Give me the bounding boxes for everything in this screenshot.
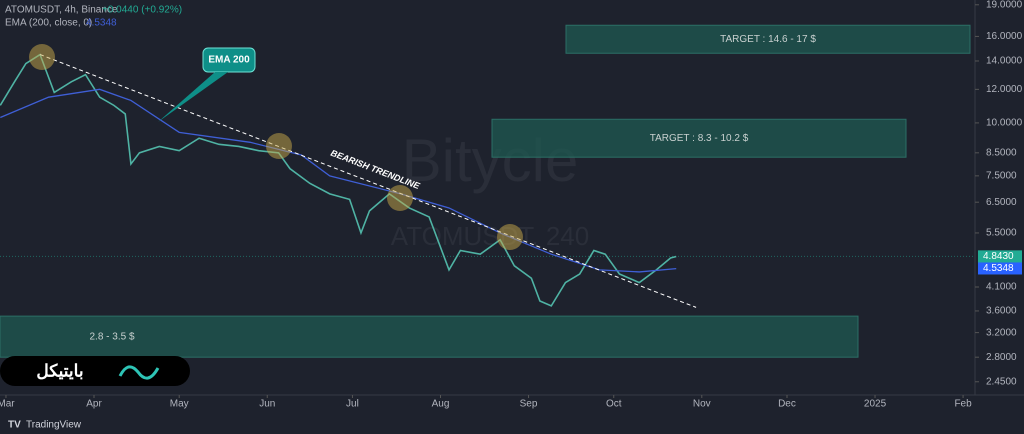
x-tick-label: Nov xyxy=(693,399,711,410)
touch-marker xyxy=(497,224,523,250)
brand: بایتیکل xyxy=(36,361,83,380)
touch-marker xyxy=(266,133,292,159)
x-tick-label: Dec xyxy=(778,399,796,410)
indicator-value: 4.5348 xyxy=(86,18,117,29)
watermark-symbol: ATOMUSDT, 240 xyxy=(391,221,589,251)
x-tick-label: 2025 xyxy=(864,399,887,410)
brand-logo xyxy=(118,365,160,380)
chart-title: ATOMUSDT, 4h, Binance xyxy=(5,5,118,16)
footer: TradingView xyxy=(26,420,82,431)
y-tick-label: 16.0000 xyxy=(986,31,1023,42)
callout-pointer xyxy=(158,72,228,122)
x-tick-label: Jun xyxy=(259,399,275,410)
x-tick-label: May xyxy=(170,399,189,410)
y-tick-label: 5.5000 xyxy=(986,228,1017,239)
y-tick-label: 2.4500 xyxy=(986,376,1017,387)
indicator: EMA (200, close, 0) xyxy=(5,18,92,29)
x-tick-label: Feb xyxy=(954,399,972,410)
y-tick-label: 10.0000 xyxy=(986,118,1023,129)
zone-label: TARGET : 14.6 - 17 $ xyxy=(720,34,816,45)
x-tick-label: Oct xyxy=(606,399,622,410)
series-line xyxy=(0,53,677,307)
y-tick-label: 2.8000 xyxy=(986,352,1017,363)
series-line xyxy=(0,88,677,273)
zone xyxy=(565,24,971,54)
y-tick-label: 7.5000 xyxy=(986,170,1017,181)
x-tick-label: Sep xyxy=(520,399,538,410)
zone-label: 2.8 - 3.5 $ xyxy=(89,331,134,342)
callout-box xyxy=(202,47,256,73)
x-tick-label: Apr xyxy=(86,399,102,410)
y-tick-label: 8.5000 xyxy=(986,147,1017,158)
price-label: 4.5348 xyxy=(983,263,1014,274)
y-tick-label: 4.1000 xyxy=(986,282,1017,293)
price-label-box xyxy=(978,262,1022,275)
zone xyxy=(0,315,859,358)
zone-label: TARGET : 8.3 - 10.2 $ xyxy=(650,133,749,144)
trendline xyxy=(39,54,697,308)
y-tick-label: 19.0000 xyxy=(986,0,1023,10)
touch-marker xyxy=(387,185,413,211)
y-tick-label: 3.6000 xyxy=(986,306,1017,317)
svg-text:TV: TV xyxy=(8,420,21,431)
y-tick-label: 14.0000 xyxy=(986,56,1023,67)
price-label: 4.8430 xyxy=(983,251,1014,262)
plot: 19.0000 16.0000 14.0000 12.0000 10.0000 8.500… xyxy=(0,0,1023,410)
x-tick-label: Mar xyxy=(0,399,15,410)
x-tick-label: Jul xyxy=(346,399,359,410)
x-tick-label: Aug xyxy=(432,399,450,410)
callout-text: EMA 200 xyxy=(208,55,250,66)
y-tick-label: 3.2000 xyxy=(986,327,1017,338)
y-tick-label: 6.5000 xyxy=(986,197,1017,208)
brand-pill xyxy=(0,356,190,386)
y-tick-label: 12.0000 xyxy=(986,84,1023,95)
change: +0.0440 (+0.92%) xyxy=(102,5,182,16)
touch-marker xyxy=(29,44,55,70)
zone xyxy=(491,118,907,158)
